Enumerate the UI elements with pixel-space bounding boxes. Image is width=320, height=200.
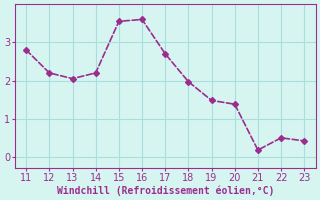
X-axis label: Windchill (Refroidissement éolien,°C): Windchill (Refroidissement éolien,°C) (57, 185, 274, 196)
